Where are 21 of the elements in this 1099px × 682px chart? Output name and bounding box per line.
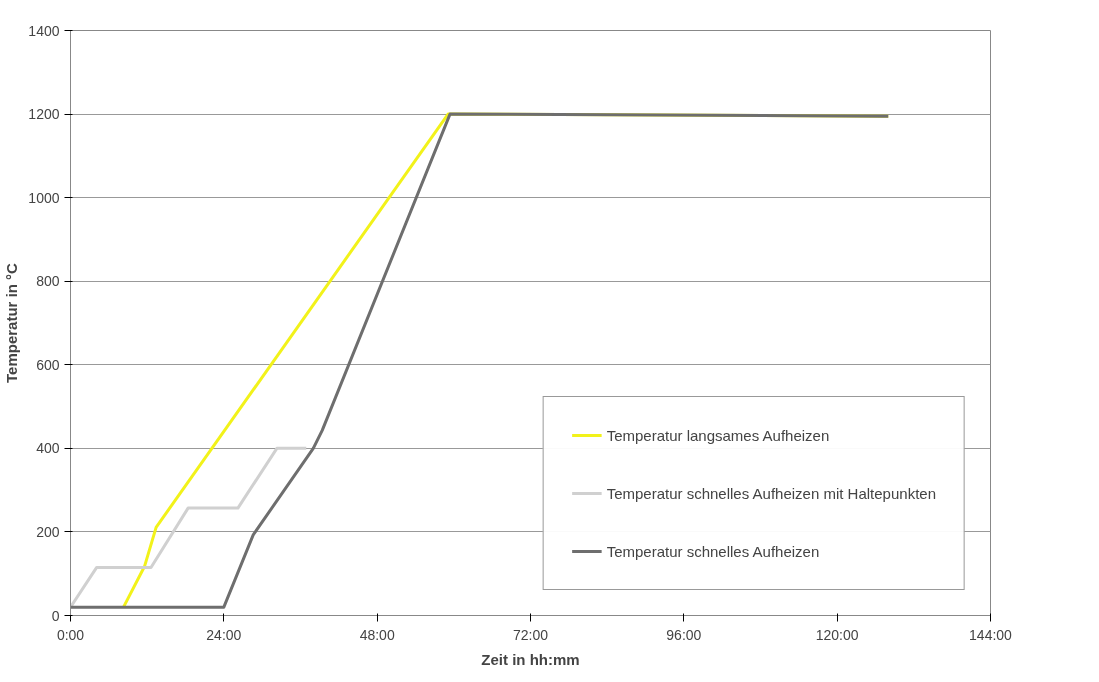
legend-label: Temperatur schnelles Aufheizen (606, 542, 820, 560)
y-tick-label: 200 (36, 523, 60, 540)
x-tick-label: 72:00 (512, 626, 549, 643)
x-tick-label: 0:00 (56, 626, 85, 643)
y-axis-title: Temperatur in °C (3, 262, 21, 383)
y-tick-label: 1200 (28, 106, 60, 123)
legend-label: Temperatur schnelles Aufheizen mit Haltepunkten (606, 484, 936, 502)
y-tick-label: 400 (36, 440, 60, 457)
line-series (70, 446, 308, 609)
y-tick-label: 1400 (28, 22, 60, 39)
y-tick-label: 0 (51, 607, 60, 624)
y-tick-label: 600 (36, 356, 60, 373)
x-tick-label: 120:00 (815, 626, 859, 643)
y-tick-label: 800 (36, 273, 60, 290)
x-axis-title: Zeit in hh:mm (481, 650, 580, 668)
legend-label: Temperatur langsames Aufheizen (606, 426, 830, 444)
x-tick-label: 48:00 (359, 626, 395, 643)
y-tick-label: 1000 (28, 189, 60, 206)
x-tick-label: 24:00 (206, 626, 242, 643)
x-tick-label: 144:00 (969, 626, 1013, 643)
x-tick-label: 96:00 (666, 626, 702, 643)
